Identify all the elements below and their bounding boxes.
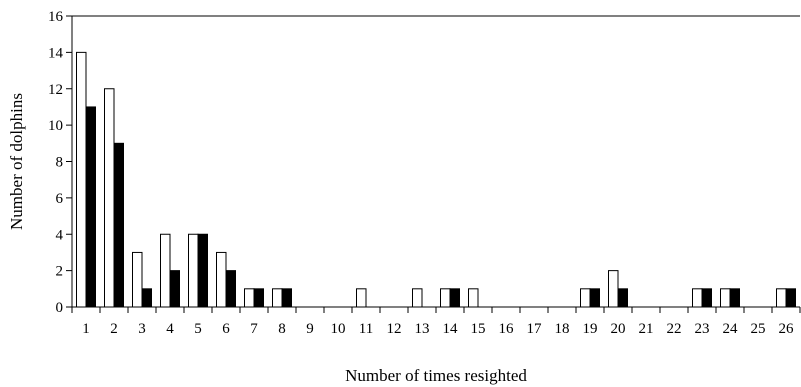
x-tick-label: 17 xyxy=(527,321,543,337)
bar-series-2 xyxy=(225,270,236,308)
x-tick-label: 19 xyxy=(583,321,598,337)
bar-series-2 xyxy=(729,288,740,308)
bar-series-1 xyxy=(356,288,367,308)
y-axis-title: Number of dolphins xyxy=(7,93,26,230)
y-tick-label: 6 xyxy=(56,191,64,207)
x-tick-label: 23 xyxy=(695,321,710,337)
x-tick-label: 6 xyxy=(222,321,230,337)
x-tick-label: 26 xyxy=(779,321,795,337)
y-tick-label: 0 xyxy=(56,300,64,316)
bar-series-1 xyxy=(692,288,703,308)
bar-series-1 xyxy=(776,288,787,308)
x-tick-label: 2 xyxy=(110,321,118,337)
bar-series-1 xyxy=(160,233,171,308)
y-tick-label: 12 xyxy=(48,82,63,98)
y-tick-label: 2 xyxy=(56,264,64,280)
x-tick-label: 15 xyxy=(471,321,486,337)
bar-series-2 xyxy=(253,288,264,308)
bar-series-2 xyxy=(113,142,124,308)
x-tick-label: 12 xyxy=(387,321,402,337)
bar-series-2 xyxy=(701,288,712,308)
x-tick-label: 16 xyxy=(499,321,515,337)
x-tick-label: 14 xyxy=(443,321,459,337)
x-tick-label: 24 xyxy=(723,321,739,337)
bar-series-2 xyxy=(281,288,292,308)
x-tick-label: 7 xyxy=(250,321,258,337)
bar-series-2 xyxy=(197,233,208,308)
y-tick-label: 10 xyxy=(48,118,63,134)
bar-series-2 xyxy=(141,288,152,308)
bar-series-1 xyxy=(468,288,479,308)
bar-series-2 xyxy=(85,106,96,308)
x-tick-label: 1 xyxy=(82,321,90,337)
x-tick-label: 11 xyxy=(359,321,373,337)
x-tick-label: 10 xyxy=(331,321,346,337)
bar-series-1 xyxy=(580,288,591,308)
x-ticks-group: 1 2 3 4 5 6 7 8 9 10 11 12 13 14 15 16 17 18 19 20 21 22 23 24 2… xyxy=(71,307,801,337)
bar-series-1 xyxy=(412,288,423,308)
bar-series-2 xyxy=(449,288,460,308)
y-tick-label: 4 xyxy=(56,227,64,243)
bar-series-2 xyxy=(169,270,180,308)
x-tick-label: 4 xyxy=(166,321,174,337)
x-axis-title: Number of times resighted xyxy=(345,366,527,385)
x-tick-label: 21 xyxy=(639,321,654,337)
x-tick-label: 9 xyxy=(306,321,314,337)
bar-series-1 xyxy=(104,88,115,308)
bars-group xyxy=(76,51,796,308)
bar-series-1 xyxy=(272,288,283,308)
y-tick-label: 8 xyxy=(56,155,64,171)
x-tick-label: 20 xyxy=(611,321,626,337)
bar-series-2 xyxy=(785,288,796,308)
x-tick-label: 13 xyxy=(415,321,430,337)
x-tick-label: 22 xyxy=(667,321,682,337)
x-tick-label: 5 xyxy=(194,321,202,337)
bar-series-1 xyxy=(132,251,143,308)
bar-series-1 xyxy=(188,233,199,308)
bar-series-1 xyxy=(244,288,255,308)
y-tick-label: 16 xyxy=(48,9,64,25)
bar-series-1 xyxy=(216,251,227,308)
x-tick-label: 8 xyxy=(278,321,286,337)
bar-series-1 xyxy=(440,288,451,308)
bar-series-1 xyxy=(608,270,619,308)
bar-series-2 xyxy=(589,288,600,308)
y-ticks-group: 0 2 4 6 8 10 12 14 16 xyxy=(48,9,72,316)
x-tick-label: 3 xyxy=(138,321,146,337)
bar-series-2 xyxy=(617,288,628,308)
x-tick-label: 18 xyxy=(555,321,570,337)
x-tick-label: 25 xyxy=(751,321,766,337)
bar-series-1 xyxy=(720,288,731,308)
bar-series-1 xyxy=(76,51,87,308)
y-tick-label: 14 xyxy=(48,45,64,61)
